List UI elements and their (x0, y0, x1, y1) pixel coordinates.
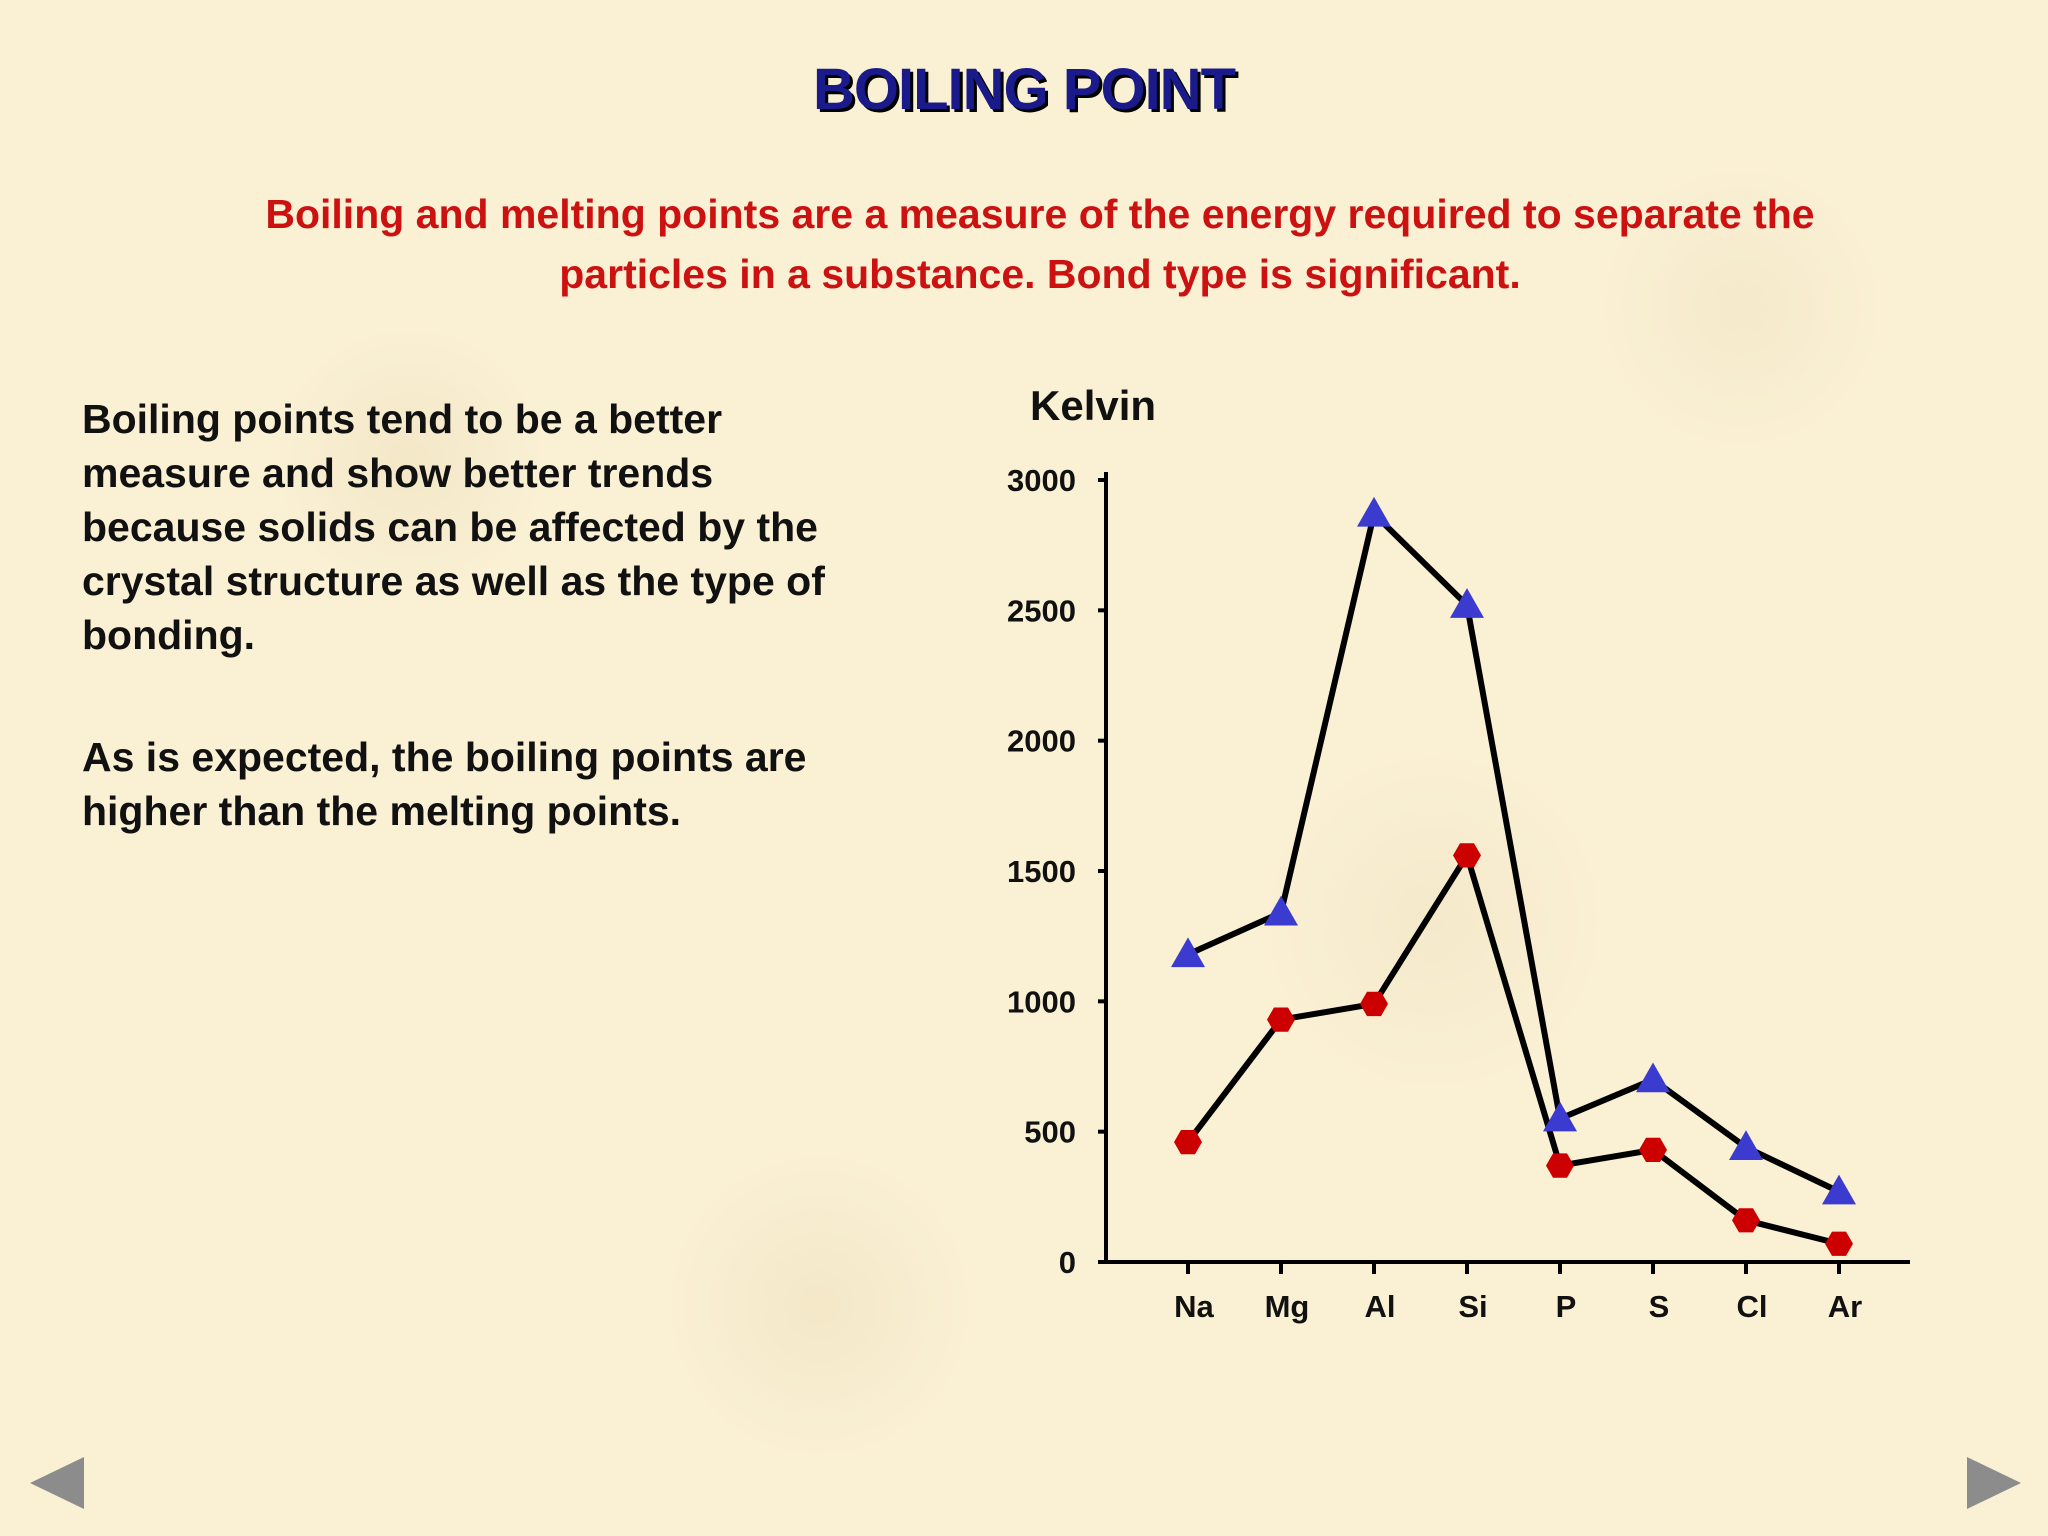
y-tick-label: 1500 (1007, 854, 1076, 889)
series-line-hexagon (1185, 852, 1840, 1247)
y-tick-label: 3000 (1007, 463, 1076, 498)
x-tick-label: Mg (1265, 1289, 1310, 1324)
paragraph-boiling-vs-melting: As is expected, the boiling points are h… (82, 734, 807, 834)
triangle-right-icon (1967, 1457, 2021, 1509)
slide-title: BOILING POINT (813, 57, 1236, 122)
x-tick-label: Ar (1828, 1289, 1862, 1324)
triangle-point (1636, 1062, 1670, 1093)
next-slide-button[interactable] (1965, 1455, 2023, 1511)
paragraph-boiling-trends: Boiling points tend to be a better measu… (82, 396, 825, 658)
y-tick-label: 2500 (1007, 593, 1076, 628)
y-tick-label: 500 (1024, 1115, 1076, 1150)
slide-subtitle: Boiling and melting points are a measure… (265, 191, 1815, 297)
x-tick-label: S (1649, 1289, 1670, 1324)
x-tick-label: Cl (1737, 1289, 1768, 1324)
prev-slide-button[interactable] (28, 1455, 86, 1511)
triangle-left-icon (30, 1457, 84, 1509)
boiling-melting-chart: Kelvin 0 500 1000 1500 2000 2500 3000 Na Mg Al Si P… (1007, 382, 1910, 1324)
hexagon-point (1546, 1153, 1574, 1178)
triangle-point (1729, 1130, 1763, 1161)
hexagon-point (1639, 1137, 1667, 1162)
hexagon-point (1453, 843, 1481, 868)
y-tick-label: 2000 (1007, 724, 1076, 759)
triangle-point (1450, 588, 1484, 618)
x-tick-label: P (1556, 1289, 1577, 1324)
triangle-point (1822, 1174, 1856, 1205)
x-tick-label: Si (1458, 1289, 1487, 1324)
triangle-point (1357, 496, 1391, 527)
hexagon-point (1732, 1208, 1760, 1233)
hexagon-point (1174, 1130, 1202, 1155)
hexagon-point (1360, 991, 1388, 1017)
hexagon-point (1825, 1231, 1853, 1256)
triangle-point (1171, 937, 1205, 968)
y-axis-label: Kelvin (1030, 382, 1156, 429)
x-tick-label: Al (1365, 1289, 1396, 1324)
triangle-point (1264, 895, 1298, 926)
x-tick-label: Na (1174, 1289, 1214, 1324)
hexagon-point (1267, 1007, 1295, 1032)
triangle-point (1543, 1101, 1577, 1132)
series-line-triangle (1186, 510, 1841, 1195)
y-tick-label: 1000 (1007, 984, 1076, 1019)
y-tick-label: 0 (1059, 1245, 1076, 1280)
